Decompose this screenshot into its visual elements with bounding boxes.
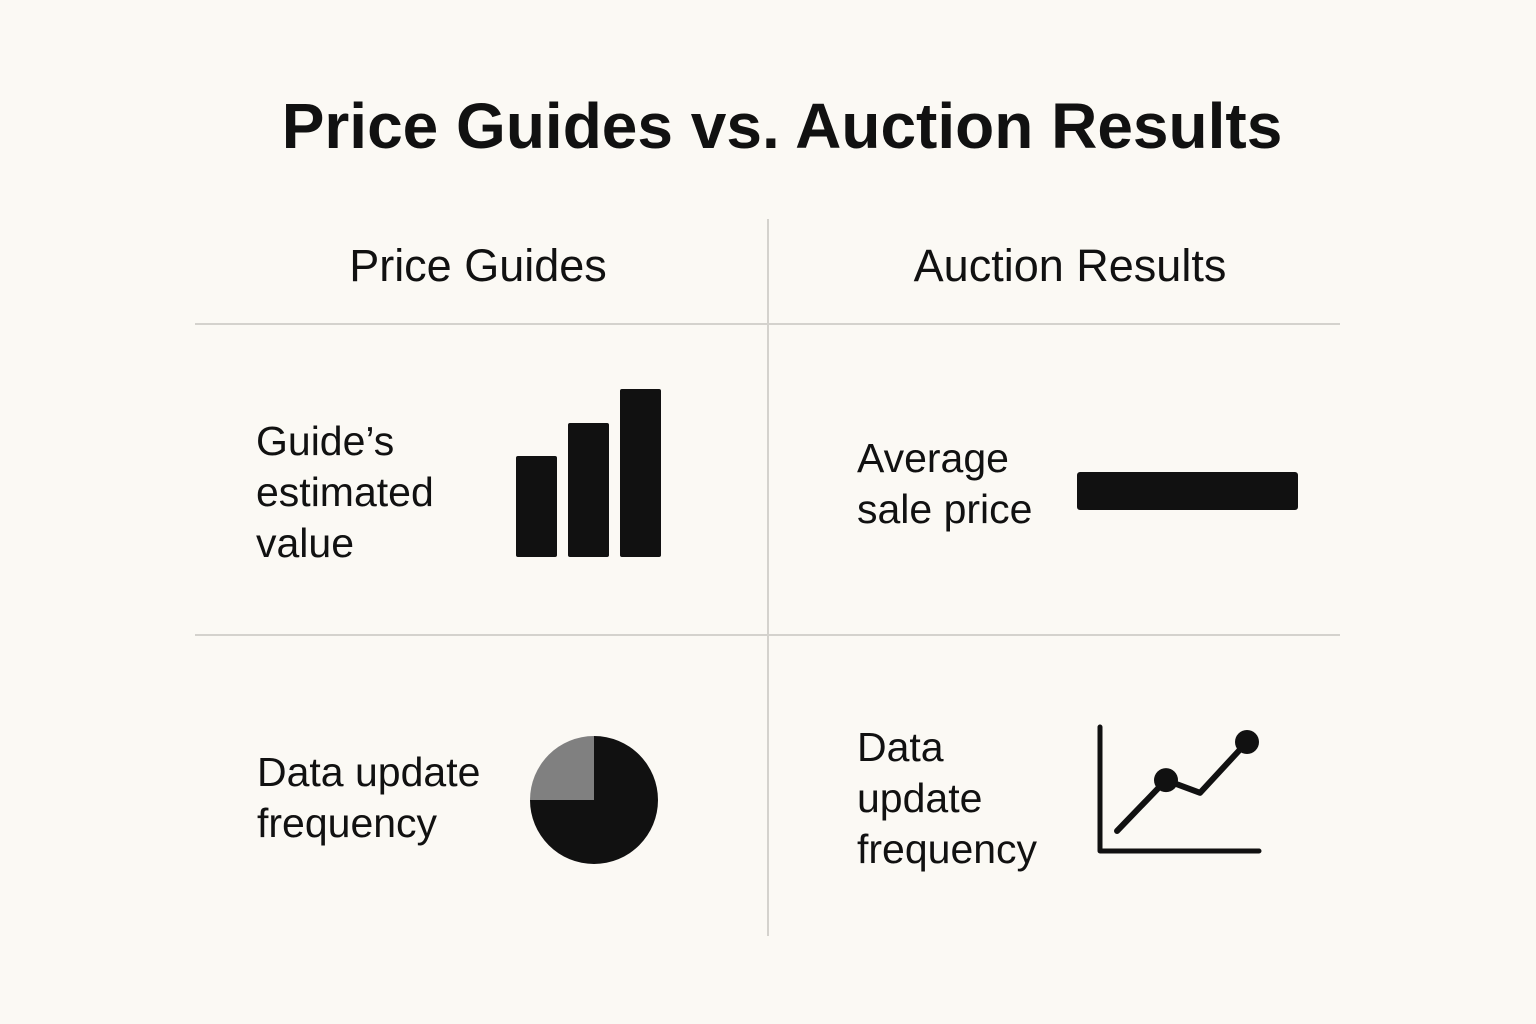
bar-3 [620,389,661,557]
line-chart-point-2 [1154,768,1178,793]
pie-chart-icon [530,736,658,864]
bar-chart-icon [516,389,662,557]
bar-1 [516,456,557,557]
guide-estimated-value-label: Guide’s estimated value [256,418,434,566]
auction-results-update-frequency-label: Data update frequency [857,724,1038,872]
line-chart-point-4 [1235,730,1259,754]
line-chart-axes [1097,724,1262,854]
pie-slice-2 [530,736,594,800]
price-guides-update-frequency-label: Data update frequency [257,749,481,846]
column-header-price-guides: Price Guides [349,240,607,291]
row-divider [195,634,1340,636]
title-container: Price Guides vs. Auction Results [0,86,1536,166]
column-divider [767,219,769,936]
average-sale-price-label: Average sale price [857,435,1033,532]
horizontal-bar-icon [1077,472,1298,510]
line-chart-icon [1097,724,1262,854]
header-divider [195,323,1340,325]
bar-2 [568,423,609,557]
column-header-auction-results: Auction Results [913,240,1227,291]
line-chart-series [1114,739,1250,834]
page-title: Price Guides vs. Auction Results [281,90,1283,162]
